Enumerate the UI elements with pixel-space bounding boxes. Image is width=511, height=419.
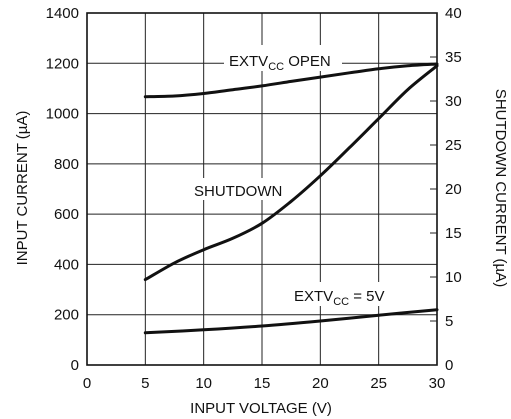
series-line-extvcc-open bbox=[143, 62, 439, 99]
y2-tick-label-5: 5 bbox=[445, 313, 453, 330]
series-label-shutdown: SHUTDOWN bbox=[191, 178, 283, 200]
y-tick-label-800: 800 bbox=[54, 156, 79, 173]
y2-tick-label-35: 35 bbox=[445, 49, 462, 66]
x-tick-label-15: 15 bbox=[254, 375, 271, 392]
series-label-extvcc-open: EXTVCC OPEN bbox=[224, 45, 342, 73]
grid-lines bbox=[87, 13, 437, 365]
y-tick-label-1200: 1200 bbox=[46, 55, 79, 72]
x-axis-title: INPUT VOLTAGE (V) bbox=[190, 400, 332, 417]
y2-tick-label-40: 40 bbox=[445, 5, 462, 22]
y2-tick-label-0: 0 bbox=[445, 357, 453, 374]
svg-text:SHUTDOWN: SHUTDOWN bbox=[194, 183, 282, 200]
y2-tick-label-20: 20 bbox=[445, 181, 462, 198]
y2-tick-label-25: 25 bbox=[445, 137, 462, 154]
x-tick-label-0: 0 bbox=[83, 375, 91, 392]
y-tick-label-200: 200 bbox=[54, 307, 79, 324]
svg-text:EXTVCC OPEN: EXTVCC OPEN bbox=[229, 53, 331, 73]
y2-axis-title: SHUTDOWN CURRENT (µA) bbox=[492, 89, 509, 287]
series-lines bbox=[143, 62, 439, 335]
y-tick-label-1400: 1400 bbox=[46, 5, 79, 22]
y-tick-label-600: 600 bbox=[54, 206, 79, 223]
series-line-shutdown bbox=[143, 64, 439, 282]
y2-tick-label-15: 15 bbox=[445, 225, 462, 242]
y-tick-label-400: 400 bbox=[54, 256, 79, 273]
x-tick-label-30: 30 bbox=[429, 375, 446, 392]
svg-text:EXTVCC = 5V: EXTVCC = 5V bbox=[294, 288, 385, 308]
tick-labels: 0 5 10 15 20 25 300200400600800100012001400051… bbox=[46, 5, 462, 392]
y-tick-label-0: 0 bbox=[71, 357, 79, 374]
x-tick-label-5: 5 bbox=[141, 375, 149, 392]
y-axis-title: INPUT CURRENT (µA) bbox=[14, 111, 31, 266]
y2-tick-label-30: 30 bbox=[445, 93, 462, 110]
x-tick-label-20: 20 bbox=[312, 375, 329, 392]
y2-tick-label-10: 10 bbox=[445, 269, 462, 286]
series-line-extvcc-5v bbox=[143, 308, 439, 335]
y-tick-label-1000: 1000 bbox=[46, 106, 79, 123]
series-label-extvcc-5v: EXTVCC = 5V bbox=[291, 282, 395, 308]
x-tick-label-10: 10 bbox=[195, 375, 212, 392]
x-tick-label-25: 25 bbox=[370, 375, 387, 392]
